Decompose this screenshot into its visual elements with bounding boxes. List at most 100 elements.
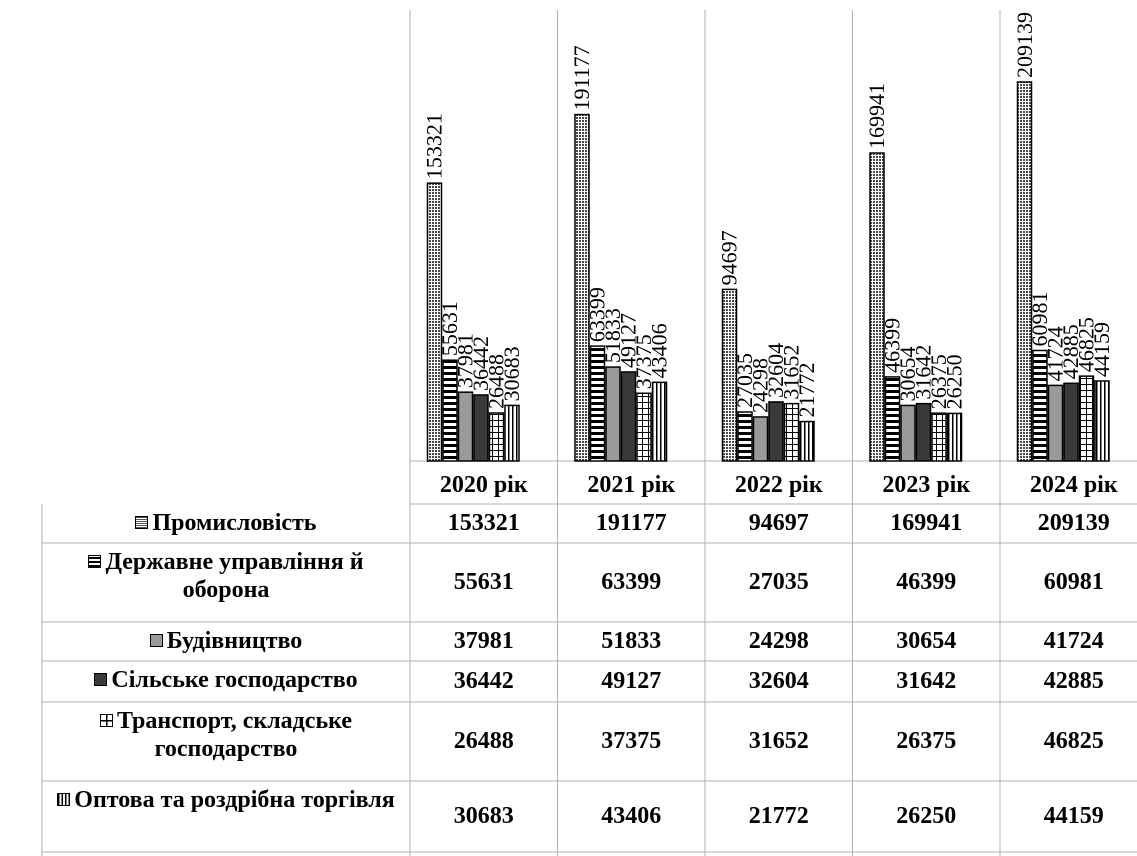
data-label: 49127 [616,313,641,368]
bar-транспорт-складське-господарство-0 [488,412,505,462]
data-label: 44159 [1089,322,1114,377]
category-label: 2022 рік [735,472,823,498]
bar-оптова-та-роздрібна-торгівля-4 [1094,380,1110,462]
data-label: 46825 [1074,317,1099,372]
data-label: 55631 [437,301,462,356]
data-label: 32604 [763,343,788,398]
table-cell: 49127 [601,668,662,694]
bar-сільське-господарство-2 [768,401,784,462]
data-label: 36442 [468,336,493,391]
data-label: 31642 [911,345,936,400]
legend-label: Транспорт, складське господарство [116,708,353,762]
bar-будівництво-0 [457,391,474,462]
bar-сільське-господарство-1 [620,371,637,462]
bar-транспорт-складське-господарство-2 [783,402,800,462]
bar-транспорт-складське-господарство-4 [1078,375,1095,462]
legend-label: Промисловість [152,510,317,536]
category-axis: 2020 рік 2021 рік 2022 рік 2023 рік 2024 рік [440,472,1118,498]
bar-транспорт-складське-господарство-3 [931,412,947,462]
data-label: 209139 [1012,12,1037,78]
bar-транспорт-складське-господарство-1 [636,392,652,462]
legend-key-icon [99,714,113,727]
data-label: 26250 [942,354,967,409]
table-cell: 191177 [595,510,667,536]
legend-key-icon [57,793,71,806]
legend-entry-сільське-господарство: Сільське господарство [48,666,404,694]
bar-оптова-та-роздрібна-торгівля-1 [651,381,668,462]
bar-промисловість-4 [1016,81,1033,462]
table-cell: 42885 [1043,668,1104,694]
bar-оптова-та-роздрібна-торгівля-2 [799,420,815,462]
table-cell: 55631 [453,569,514,595]
data-label: 46399 [880,318,905,373]
bar-будівництво-4 [1047,384,1064,462]
bar-оптова-та-роздрібна-торгівля-3 [946,412,963,462]
table-cell: 43406 [601,803,662,829]
legend-key-icon [94,673,108,686]
bar-державне-управління-й-оборона-0 [442,359,458,462]
data-label: 63399 [585,287,610,342]
table-cell: 44159 [1043,803,1104,829]
data-label: 42885 [1058,324,1083,379]
table-cell: 63399 [601,569,662,595]
bar-сільське-господарство-0 [473,394,489,462]
table-cell: 30654 [896,628,957,654]
table-cell: 169941 [890,510,963,536]
data-label: 191177 [569,45,594,110]
bar-сільське-господарство-4 [1063,382,1079,462]
table-cell: 26488 [453,728,514,754]
data-label: 51833 [600,308,625,363]
table-cell: 37375 [601,728,662,754]
bar-державне-управління-й-оборона-1 [589,345,606,462]
data-label: 41724 [1043,326,1068,381]
table-cell: 21772 [748,803,809,829]
table-cell: 26250 [896,803,957,829]
legend-entry-промисловість: Промисловість [48,509,404,537]
bar-будівництво-3 [900,404,916,462]
data-label: 43406 [647,323,672,378]
data-label: 153321 [422,113,447,179]
legend-entry-транспорт-складське-господарство: Транспорт, складське господарство [48,707,404,763]
data-label: 60981 [1027,291,1052,346]
legend-label: Оптова та роздрібна торгівля [74,787,395,813]
legend-key-icon [88,555,102,568]
bar-промисловість-2 [721,288,738,462]
table-cell: 31652 [748,728,809,754]
data-label: 21772 [794,363,819,418]
table-cell: 60981 [1043,569,1104,595]
table-cell: 153321 [447,510,520,536]
data-label: 169941 [864,83,889,149]
category-label: 2020 рік [440,472,528,498]
bar-промисловість-1 [574,113,590,462]
legend-entry-оптова-та-роздрібна-торгівля: Оптова та роздрібна торгівля [48,786,404,814]
table-cell: 24298 [748,628,809,654]
legend-label: Будівництво [166,628,303,654]
data-label: 26488 [484,354,509,409]
table-cell: 46825 [1043,728,1104,754]
table-cell: 46399 [896,569,957,595]
legend-entry-будівництво: Будівництво [48,627,404,655]
bar-будівництво-1 [605,366,621,462]
bar-державне-управління-й-оборона-2 [737,411,753,462]
bar-промисловість-0 [426,182,443,462]
category-label: 2021 рік [587,472,675,498]
table-cell: 41724 [1043,628,1104,654]
table-cell: 94697 [748,510,809,536]
table-cell: 31642 [896,668,957,694]
data-label: 94697 [717,230,742,285]
legend-entry-державне-управління-й-оборона: Державне управління й оборона [48,548,404,604]
data-label: 27035 [732,353,757,408]
category-label: 2024 рік [1030,472,1118,498]
data-label: 37375 [631,334,656,389]
data-label: 30654 [895,346,920,401]
table-cell: 27035 [748,569,809,595]
data-label: 30683 [499,346,524,401]
bars [426,81,1110,462]
table-cell: 37981 [453,628,514,654]
legend-label: Державне управління й оборона [105,549,364,603]
table-cell: 36442 [453,668,514,694]
category-label: 2023 рік [882,472,970,498]
legend-label: Сільське господарство [111,667,358,693]
